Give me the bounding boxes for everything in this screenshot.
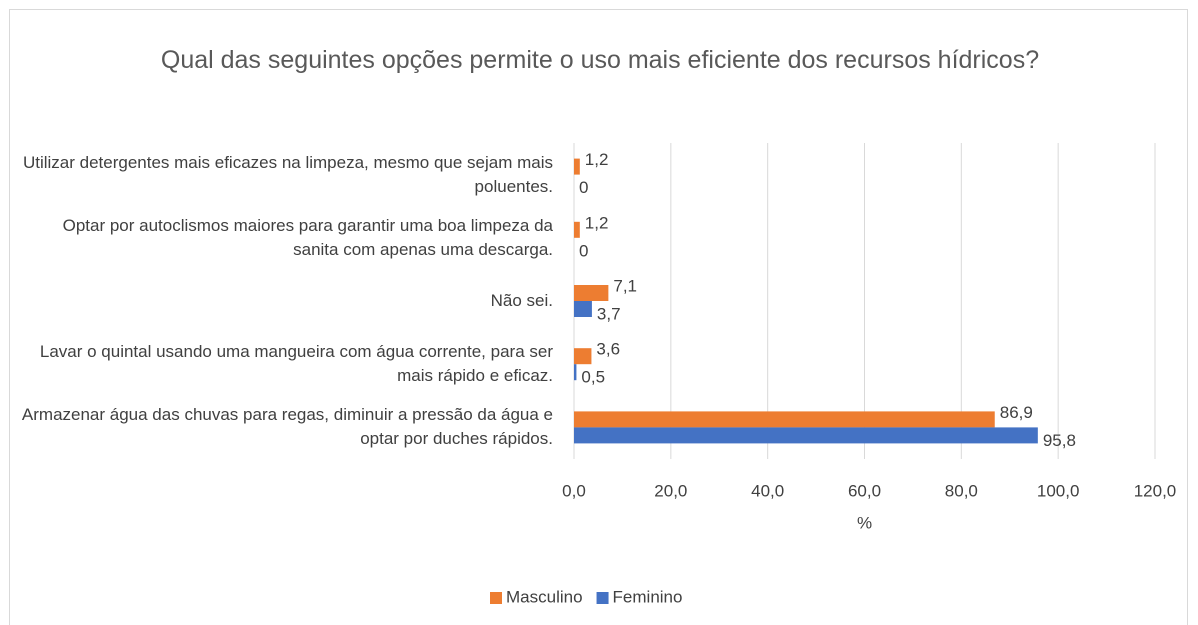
x-tick-label: 100,0	[1037, 481, 1080, 500]
category-label: Armazenar água das chuvas para regas, di…	[21, 405, 553, 449]
x-tick-label: 40,0	[751, 481, 784, 500]
value-label: 3,7	[597, 304, 621, 323]
legend-label: Feminino	[613, 587, 683, 606]
bar	[574, 364, 577, 381]
value-label: 7,1	[613, 276, 637, 295]
category-label: Não sei.	[490, 291, 553, 310]
value-label: 1,2	[585, 213, 609, 232]
chart-border	[9, 9, 1188, 625]
value-label: 0	[579, 178, 588, 197]
bar	[574, 158, 580, 175]
category-label: Optar por autoclismos maiores para garan…	[62, 215, 553, 259]
value-label: 0	[579, 241, 588, 260]
x-tick-label: 20,0	[654, 481, 687, 500]
x-tick-label: 0,0	[562, 481, 586, 500]
bar	[574, 348, 592, 365]
legend-swatch	[490, 592, 502, 604]
bar	[574, 285, 609, 301]
bar	[574, 301, 592, 317]
bar	[574, 427, 1038, 444]
value-label: 86,9	[1000, 403, 1033, 422]
category-label: Utilizar detergentes mais eficazes na li…	[22, 152, 553, 196]
category-label: Lavar o quintal usando uma mangueira com…	[39, 342, 553, 386]
x-tick-label: 120,0	[1134, 481, 1177, 500]
bar	[574, 411, 995, 428]
legend-swatch	[596, 592, 609, 604]
x-axis-label: %	[857, 513, 872, 532]
legend-label: Masculino	[506, 587, 583, 606]
value-label: 3,6	[596, 340, 620, 359]
value-label: 95,8	[1043, 431, 1076, 450]
x-tick-label: 60,0	[848, 481, 881, 500]
value-label: 0,5	[581, 368, 605, 387]
bar	[574, 221, 580, 238]
chart-title: Qual das seguintes opções permite o uso …	[160, 46, 1040, 74]
value-label: 1,2	[585, 150, 609, 169]
x-tick-label: 80,0	[945, 481, 978, 500]
